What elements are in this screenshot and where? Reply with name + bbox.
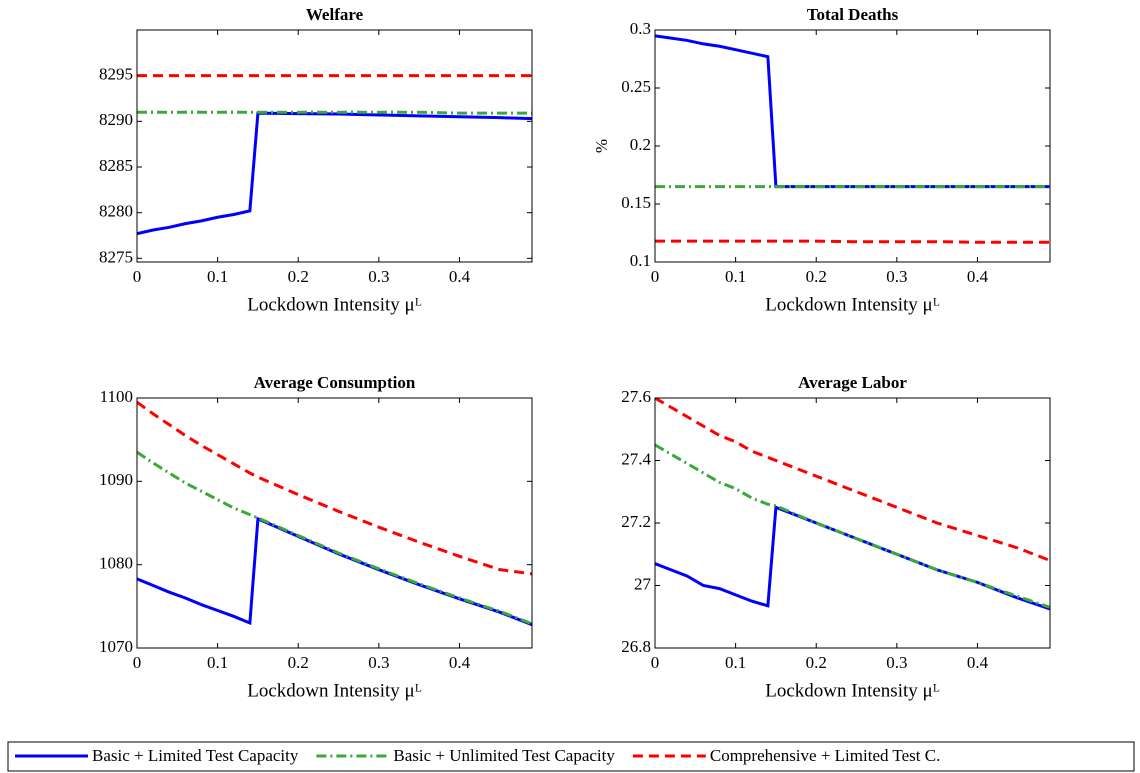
x-tick-label: 0 bbox=[133, 267, 142, 286]
data-line bbox=[655, 398, 1050, 562]
legend-label: Basic + Unlimited Test Capacity bbox=[393, 746, 615, 765]
y-tick-label: 8275 bbox=[99, 247, 133, 266]
y-tick-label: 0.15 bbox=[621, 193, 651, 212]
x-tick-label: 0.3 bbox=[368, 653, 389, 672]
y-tick-label: 8285 bbox=[99, 156, 133, 175]
x-tick-label: 0.2 bbox=[288, 267, 309, 286]
data-line bbox=[137, 400, 532, 576]
y-tick-label: 1100 bbox=[100, 387, 133, 406]
legend-box bbox=[7, 741, 1135, 772]
x-axis-label: Lockdown Intensity μᴸ bbox=[247, 680, 422, 701]
plot-area bbox=[655, 398, 1050, 648]
plot-area bbox=[137, 30, 532, 262]
chart-title: Total Deaths bbox=[807, 5, 899, 24]
y-tick-label: 1090 bbox=[99, 470, 133, 489]
x-axis-label: Lockdown Intensity μᴸ bbox=[247, 294, 422, 315]
x-tick-label: 0.1 bbox=[207, 267, 228, 286]
y-tick-label: 0.1 bbox=[630, 251, 651, 270]
x-tick-label: 0.2 bbox=[806, 653, 827, 672]
x-tick-label: 0 bbox=[651, 653, 660, 672]
x-tick-label: 0.3 bbox=[886, 653, 907, 672]
legend-label: Comprehensive + Limited Test C. bbox=[710, 746, 940, 765]
plot-area bbox=[137, 398, 532, 648]
data-line bbox=[137, 111, 532, 236]
chart-title: Average Consumption bbox=[254, 373, 416, 392]
plot-area bbox=[655, 30, 1050, 262]
y-tick-label: 0.25 bbox=[621, 77, 651, 96]
axes-box bbox=[654, 397, 1051, 649]
axes-box bbox=[136, 397, 533, 649]
y-tick-label: 27.4 bbox=[621, 449, 651, 468]
chart-title: Welfare bbox=[306, 5, 364, 24]
y-tick-label: 8290 bbox=[99, 110, 133, 129]
x-tick-label: 0.4 bbox=[449, 653, 471, 672]
chart-title: Average Labor bbox=[798, 373, 907, 392]
legend-label: Basic + Limited Test Capacity bbox=[92, 746, 299, 765]
x-tick-label: 0.2 bbox=[288, 653, 309, 672]
x-tick-label: 0.3 bbox=[886, 267, 907, 286]
x-axis-label: Lockdown Intensity μᴸ bbox=[765, 294, 940, 315]
data-line bbox=[655, 505, 1050, 611]
y-tick-label: 1070 bbox=[99, 637, 133, 656]
x-axis-label: Lockdown Intensity μᴸ bbox=[765, 680, 940, 701]
axes-box bbox=[654, 29, 1051, 263]
y-tick-label: 0.2 bbox=[630, 135, 651, 154]
x-tick-label: 0.1 bbox=[725, 267, 746, 286]
x-tick-label: 0.4 bbox=[967, 267, 989, 286]
y-tick-label: 8280 bbox=[99, 202, 133, 221]
y-tick-label: 27.6 bbox=[621, 387, 651, 406]
data-line bbox=[137, 450, 532, 626]
x-tick-label: 0 bbox=[651, 267, 660, 286]
data-line bbox=[137, 516, 532, 627]
x-tick-label: 0.3 bbox=[368, 267, 389, 286]
y-tick-label: 27 bbox=[634, 574, 652, 593]
x-tick-label: 0.4 bbox=[967, 653, 989, 672]
x-tick-label: 0.4 bbox=[449, 267, 471, 286]
y-axis-label: % bbox=[592, 139, 611, 153]
y-tick-label: 26.8 bbox=[621, 637, 651, 656]
data-line bbox=[137, 110, 532, 115]
data-line bbox=[655, 443, 1050, 609]
y-tick-label: 8295 bbox=[99, 65, 133, 84]
y-tick-label: 0.3 bbox=[630, 19, 651, 38]
y-tick-label: 27.2 bbox=[621, 512, 651, 531]
x-tick-label: 0.2 bbox=[806, 267, 827, 286]
x-tick-label: 0 bbox=[133, 653, 142, 672]
data-line bbox=[655, 239, 1050, 244]
x-tick-label: 0.1 bbox=[725, 653, 746, 672]
y-tick-label: 1080 bbox=[99, 554, 133, 573]
x-tick-label: 0.1 bbox=[207, 653, 228, 672]
axes-box bbox=[136, 29, 533, 263]
